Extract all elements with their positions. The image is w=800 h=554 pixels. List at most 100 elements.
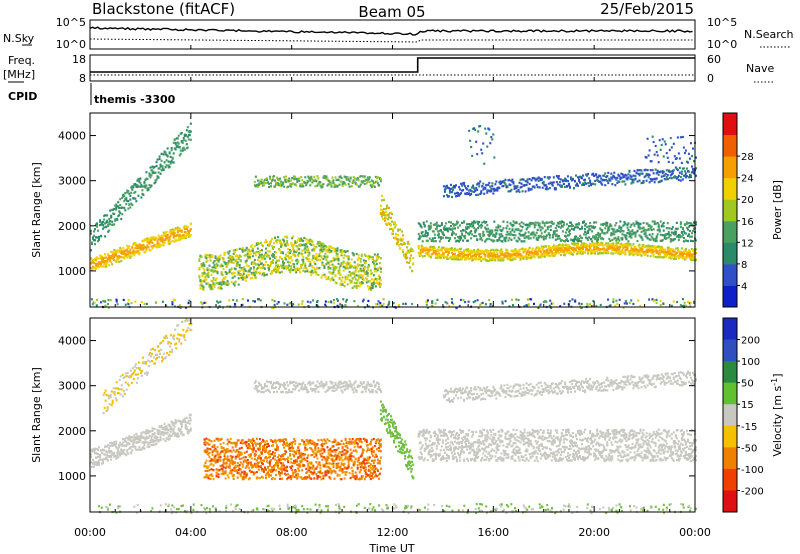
scatter-cell [127,189,130,193]
scatter-cell [300,185,303,188]
scatter-cell [260,258,263,261]
scatter-cell [615,247,618,251]
scatter-cell [678,250,681,253]
scatter-cell [589,243,592,246]
scatter-cell [218,258,221,261]
scatter-cell [321,263,324,267]
scatter-cell [485,132,488,135]
scatter-cell [144,185,147,188]
scatter-cell [635,172,638,175]
scatter-cell [695,223,697,226]
scatter-cell [625,242,628,245]
scatter-cell [275,261,278,264]
scatter-cell [650,235,653,238]
scatter-cell [301,182,304,186]
scatter-cell [598,235,601,238]
scatter-cell [545,252,548,256]
scatter-cell [131,246,134,249]
scatter-cell [158,245,161,248]
scatter-cell [348,270,351,274]
scatter-cell [123,257,126,260]
scatter-cell [518,232,521,235]
scatter-cell [395,232,398,236]
scatter-cell [134,183,137,186]
scatter-cell [402,238,405,241]
scatter-cell [516,255,519,258]
scatter-cell [488,189,491,192]
scatter-cell [292,247,295,251]
scatter-cell [277,263,280,267]
scatter-cell [647,227,650,231]
scatter-cell [617,252,620,255]
scatter-cell [514,234,517,237]
scatter-cell [231,255,234,258]
scatter-cell [567,225,570,228]
scatter-cell [366,180,369,183]
scatter-cell [665,169,668,172]
scatter-cell [162,153,165,156]
scatter-cell [163,161,166,164]
scatter-cell [680,247,683,250]
scatter-cell [139,177,142,180]
scatter-cell [691,257,694,260]
scatter-cell [688,235,691,238]
scatter-cell [109,209,112,212]
scatter-cell [108,221,111,224]
scatter-cell [270,272,273,275]
scatter-cell [506,224,509,227]
scatter-cell [120,248,123,251]
scatter-cell [674,255,677,258]
scatter-cell [334,183,337,186]
scatter-cell [185,147,188,150]
scatter-cell [421,246,424,249]
scatter-cell [162,244,165,247]
scatter-cell [202,288,205,291]
scatter-cell [583,250,586,253]
scatter-cell [455,184,458,187]
scatter-cell [329,183,332,186]
scatter-cell [486,224,489,227]
scatter-cell [510,188,513,191]
scatter-cell [358,281,361,285]
scatter-cell [685,250,688,254]
scatter-cell [378,276,381,279]
scatter-cell [577,245,580,248]
scatter-cell [508,233,511,236]
scatter-cell [516,185,519,188]
scatter-cell [376,257,379,260]
scatter-cell [156,176,159,179]
scatter-cell [584,251,587,254]
scatter-cell [644,174,647,178]
scatter-cell [458,255,461,258]
scatter-cell [468,226,471,229]
scatter-cell [116,205,119,208]
scatter-cell [533,177,536,180]
scatter-cell [661,170,664,173]
scatter-cell [446,186,449,189]
scatter-cell [165,304,168,307]
scatter-cell [676,136,679,139]
scatter-cell [170,149,173,152]
scatter-cell [371,285,374,288]
scatter-cell [608,247,611,250]
scatter-cell [679,136,682,139]
scatter-cell [392,302,395,305]
scatter-cell [129,256,132,259]
scatter-cell [174,238,177,241]
scatter-cell [184,235,187,238]
scatter-cell [570,238,573,241]
scatter-cell [226,283,229,287]
scatter-cell [664,172,667,175]
scatter-cell [279,256,282,259]
scatter-cell [114,253,117,256]
scatter-cell [129,248,132,251]
scatter-cell [677,152,680,155]
scatter-cell [532,255,535,258]
scatter-cell [339,282,342,285]
scatter-cell [335,185,338,188]
scatter-cell [450,233,453,237]
scatter-cell [318,183,321,186]
scatter-cell [654,178,657,181]
scatter-cell [252,261,255,264]
scatter-cell [615,239,618,242]
